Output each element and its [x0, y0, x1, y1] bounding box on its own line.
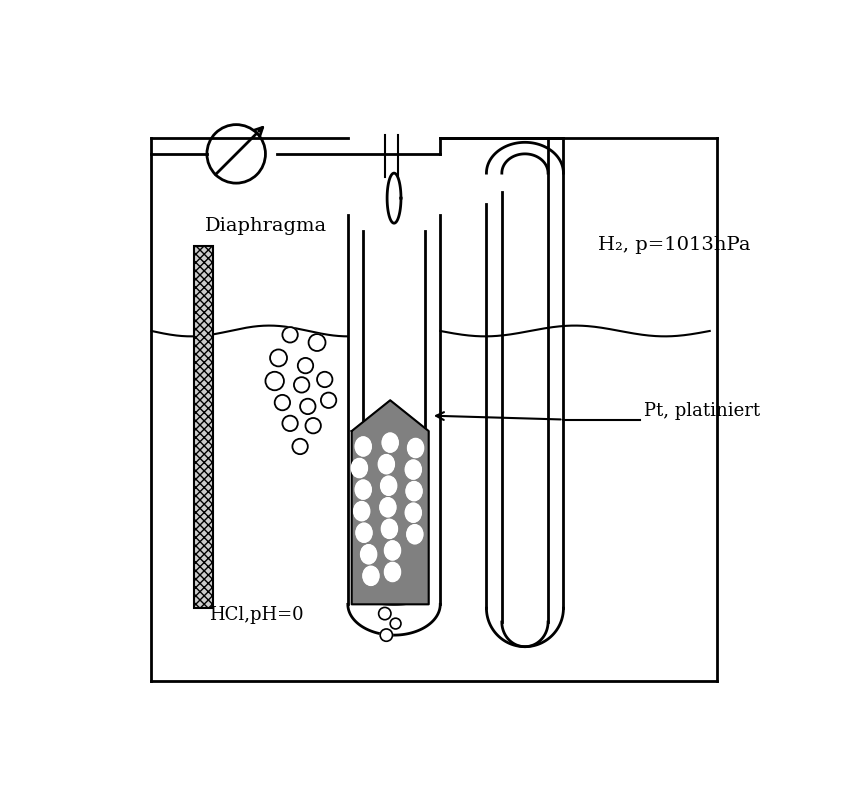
Circle shape — [380, 629, 393, 642]
Ellipse shape — [381, 477, 396, 495]
Ellipse shape — [361, 545, 377, 564]
Text: Pt, platiniert: Pt, platiniert — [645, 401, 760, 420]
Ellipse shape — [385, 563, 401, 582]
Ellipse shape — [382, 520, 397, 538]
Ellipse shape — [380, 498, 395, 517]
Ellipse shape — [385, 541, 401, 560]
Circle shape — [321, 392, 336, 408]
Circle shape — [270, 349, 287, 366]
Ellipse shape — [383, 433, 398, 452]
Circle shape — [300, 399, 316, 414]
Circle shape — [317, 372, 332, 387]
Circle shape — [308, 334, 325, 351]
Ellipse shape — [406, 504, 421, 522]
Text: H₂, p=1013hPa: H₂, p=1013hPa — [598, 236, 751, 254]
Ellipse shape — [363, 566, 378, 585]
Circle shape — [293, 439, 308, 454]
Circle shape — [298, 358, 313, 373]
Circle shape — [378, 607, 391, 620]
Text: Diaphragma: Diaphragma — [205, 217, 328, 235]
Circle shape — [265, 372, 284, 390]
Ellipse shape — [352, 459, 367, 477]
Ellipse shape — [354, 502, 370, 521]
Circle shape — [282, 416, 298, 431]
Ellipse shape — [407, 525, 423, 544]
Bar — [193, 246, 213, 608]
Ellipse shape — [355, 481, 371, 499]
Circle shape — [275, 395, 290, 410]
Circle shape — [306, 418, 321, 433]
Ellipse shape — [407, 482, 422, 501]
Ellipse shape — [378, 455, 394, 473]
Ellipse shape — [406, 461, 421, 479]
Circle shape — [282, 327, 298, 343]
Ellipse shape — [355, 437, 371, 456]
Circle shape — [294, 377, 309, 392]
Circle shape — [390, 618, 401, 629]
Ellipse shape — [408, 439, 424, 457]
Text: HCl,pH=0: HCl,pH=0 — [209, 606, 304, 624]
Ellipse shape — [356, 524, 372, 542]
Polygon shape — [352, 400, 429, 604]
